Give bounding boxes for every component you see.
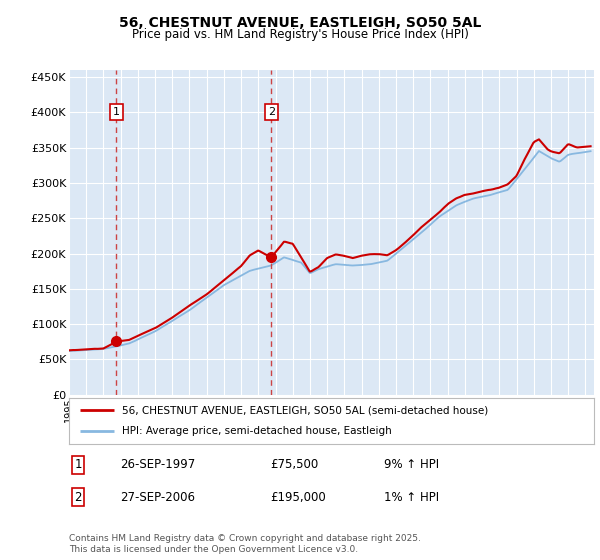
- Text: 27-SEP-2006: 27-SEP-2006: [120, 491, 195, 504]
- Text: 2: 2: [268, 108, 275, 118]
- Text: 1: 1: [74, 458, 82, 472]
- Text: HPI: Average price, semi-detached house, Eastleigh: HPI: Average price, semi-detached house,…: [121, 426, 391, 436]
- Text: Price paid vs. HM Land Registry's House Price Index (HPI): Price paid vs. HM Land Registry's House …: [131, 28, 469, 41]
- Text: 9% ↑ HPI: 9% ↑ HPI: [384, 458, 439, 472]
- Text: 26-SEP-1997: 26-SEP-1997: [120, 458, 195, 472]
- Text: 1: 1: [113, 108, 120, 118]
- Text: Contains HM Land Registry data © Crown copyright and database right 2025.
This d: Contains HM Land Registry data © Crown c…: [69, 534, 421, 554]
- Text: £195,000: £195,000: [270, 491, 326, 504]
- Text: 1% ↑ HPI: 1% ↑ HPI: [384, 491, 439, 504]
- Text: 2: 2: [74, 491, 82, 504]
- Text: 56, CHESTNUT AVENUE, EASTLEIGH, SO50 5AL: 56, CHESTNUT AVENUE, EASTLEIGH, SO50 5AL: [119, 16, 481, 30]
- Text: £75,500: £75,500: [270, 458, 318, 472]
- Text: 56, CHESTNUT AVENUE, EASTLEIGH, SO50 5AL (semi-detached house): 56, CHESTNUT AVENUE, EASTLEIGH, SO50 5AL…: [121, 405, 488, 416]
